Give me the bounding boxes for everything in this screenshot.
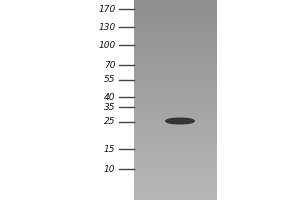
Text: 40: 40 (104, 92, 116, 102)
Text: 15: 15 (104, 144, 116, 154)
Text: 70: 70 (104, 60, 116, 70)
Ellipse shape (166, 118, 194, 124)
Text: 55: 55 (104, 75, 116, 84)
Text: 35: 35 (104, 102, 116, 112)
Text: 100: 100 (98, 40, 116, 49)
Text: 130: 130 (98, 22, 116, 31)
Text: 170: 170 (98, 4, 116, 14)
Text: 10: 10 (104, 164, 116, 173)
Text: 25: 25 (104, 117, 116, 127)
